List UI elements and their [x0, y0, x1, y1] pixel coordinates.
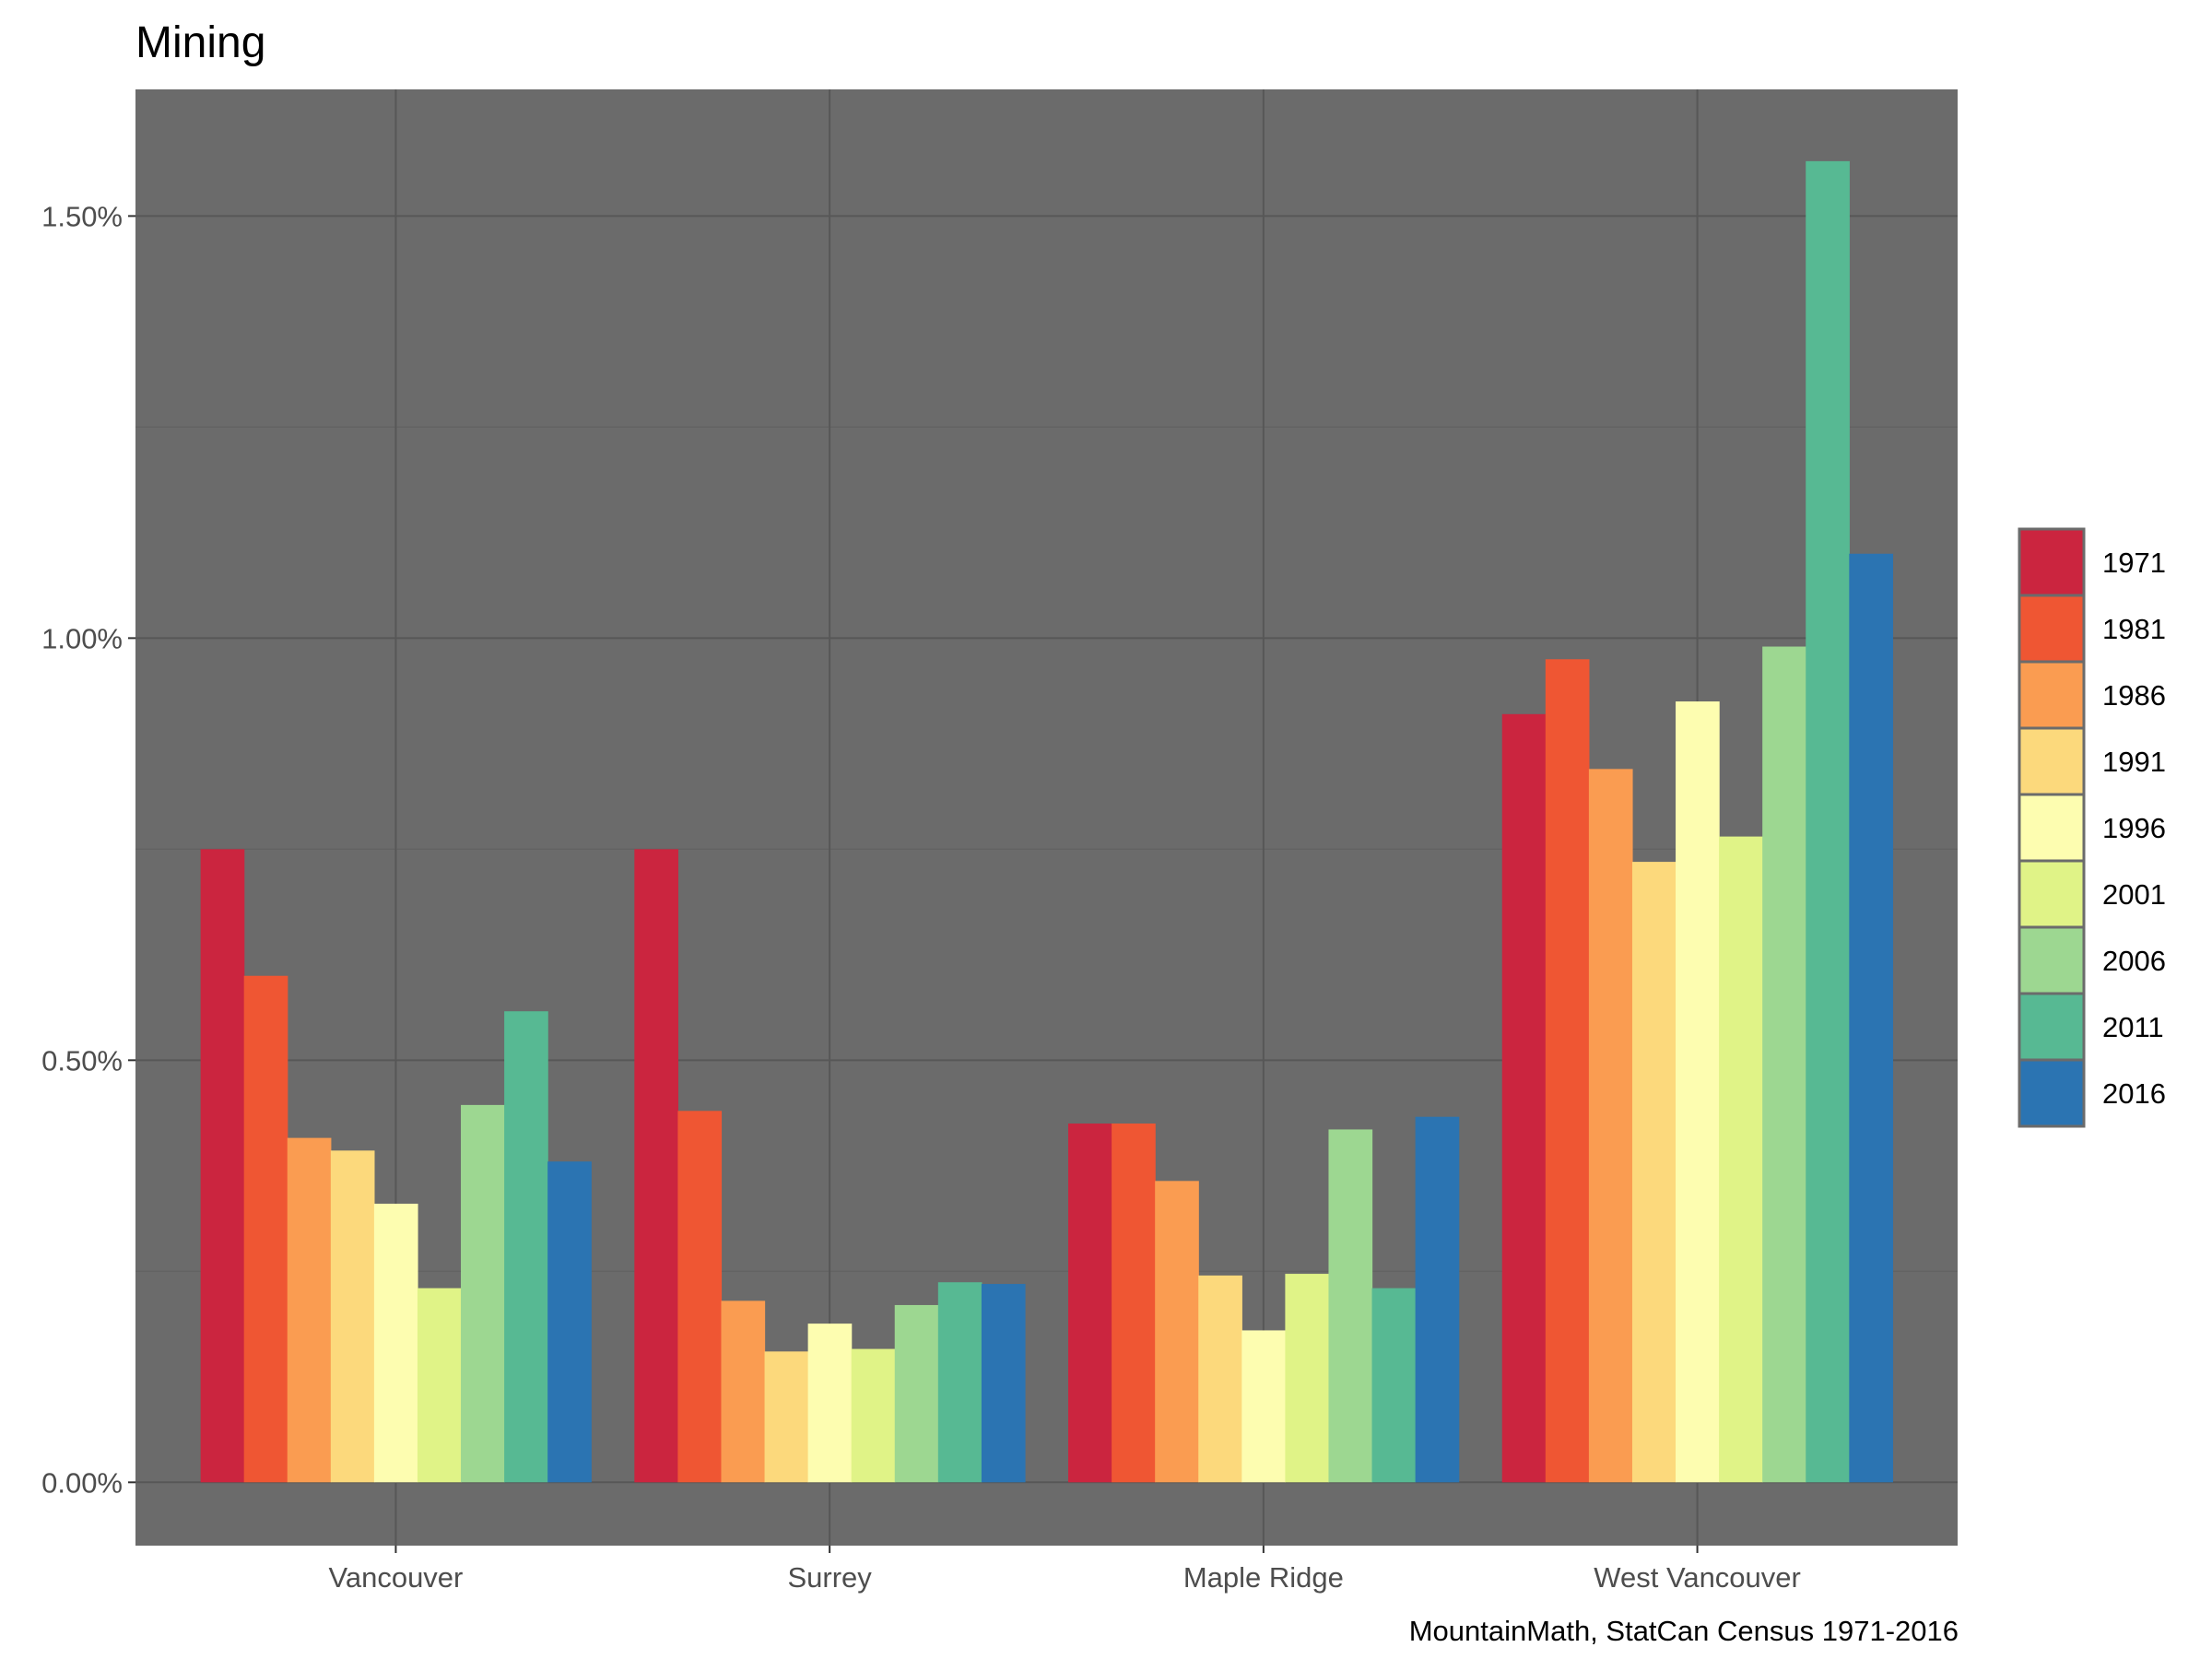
chart-caption: MountainMath, StatCan Census 1971-2016 — [1409, 1615, 1959, 1647]
bar — [1328, 1129, 1373, 1483]
legend-key — [2018, 726, 2086, 796]
bar — [547, 1161, 592, 1483]
legend-key — [2018, 1058, 2086, 1128]
y-tick-label: 0.50% — [41, 1044, 123, 1077]
bars — [200, 160, 1893, 1483]
legend-key — [2018, 527, 2086, 597]
legend-label: 2016 — [2102, 1077, 2166, 1110]
bar — [721, 1300, 766, 1483]
legend-label: 2006 — [2102, 945, 2166, 977]
bar — [200, 849, 245, 1483]
y-tick-label: 1.00% — [41, 622, 123, 654]
x-tick-label: Vancouver — [328, 1561, 463, 1594]
bar — [1068, 1124, 1112, 1483]
chart-title: Mining — [135, 18, 265, 67]
bar — [1588, 769, 1633, 1483]
bar — [417, 1288, 462, 1483]
legend-key — [2018, 925, 2086, 995]
bar — [937, 1282, 982, 1483]
legend-key — [2018, 859, 2086, 929]
bar — [1806, 160, 1850, 1483]
y-tick-label: 0.00% — [41, 1466, 123, 1499]
bar — [894, 1304, 939, 1483]
bar — [1285, 1274, 1330, 1483]
legend-key — [2018, 992, 2086, 1062]
bar — [1198, 1275, 1242, 1483]
legend-key — [2018, 594, 2086, 664]
y-axis: 0.00% 0.50% 1.00% 1.50% — [41, 200, 135, 1499]
bar — [1631, 862, 1677, 1483]
legend-key — [2018, 660, 2086, 730]
bar — [764, 1351, 809, 1483]
x-tick-label: West Vancouver — [1594, 1561, 1801, 1594]
bar — [1545, 659, 1590, 1483]
bar — [1155, 1181, 1199, 1483]
bar — [981, 1284, 1026, 1483]
bar — [851, 1348, 896, 1483]
bar — [504, 1011, 548, 1483]
x-axis: Vancouver Surrey Maple Ridge West Vancouver — [328, 1546, 1801, 1594]
bar — [1676, 701, 1720, 1483]
legend-label: 2001 — [2102, 878, 2166, 911]
x-tick-label: Surrey — [787, 1561, 872, 1594]
bar — [373, 1204, 418, 1483]
legend-label: 1971 — [2102, 547, 2166, 579]
bar — [461, 1104, 505, 1483]
legend-label: 1996 — [2102, 812, 2166, 844]
y-tick-label: 1.50% — [41, 200, 123, 232]
legend-label: 1986 — [2102, 679, 2166, 712]
bar — [287, 1137, 332, 1483]
bar — [1415, 1116, 1460, 1483]
bar — [677, 1111, 723, 1483]
legend-label: 2011 — [2102, 1011, 2164, 1043]
legend: 1971 1981 1986 1991 1996 2001 2006 2011 2016 — [2018, 527, 2166, 1128]
bar — [1112, 1124, 1156, 1483]
bar — [330, 1150, 375, 1483]
bar — [1762, 646, 1806, 1483]
bar — [1371, 1288, 1417, 1483]
bar — [1849, 553, 1893, 1483]
legend-label: 1991 — [2102, 746, 2166, 778]
bar — [807, 1324, 853, 1483]
legend-key — [2018, 793, 2086, 863]
bar — [1501, 713, 1547, 1483]
legend-label: 1981 — [2102, 613, 2166, 645]
bar — [634, 849, 678, 1483]
bar — [243, 975, 288, 1483]
bar — [1719, 836, 1763, 1483]
bar — [1241, 1330, 1286, 1483]
x-tick-label: Maple Ridge — [1183, 1561, 1344, 1594]
